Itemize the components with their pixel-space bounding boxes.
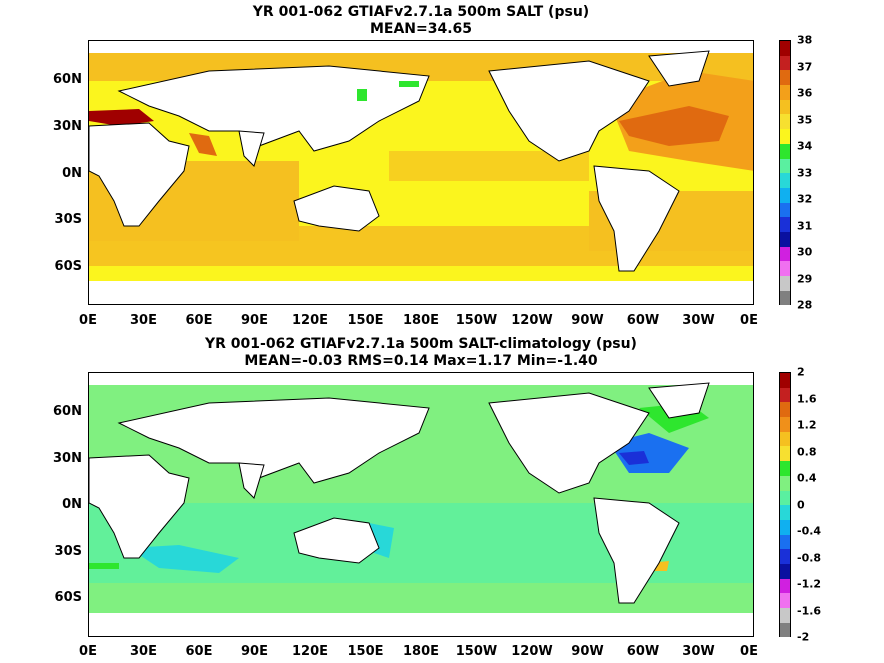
- bottom-lat-30n: 30N: [53, 451, 82, 466]
- bottom-lon-label: 150E: [347, 644, 384, 659]
- top-lon-label: 30W: [682, 313, 715, 328]
- top-cbar-label: 31: [797, 219, 813, 232]
- top-cbar-label: 33: [797, 166, 813, 179]
- top-cbar-label: 38: [797, 33, 813, 47]
- bottom-cbar-label: -1.2: [797, 577, 822, 591]
- top-lon-label: 30E: [130, 313, 157, 328]
- top-lon-label: 0E: [79, 313, 97, 328]
- bottom-lon-label: 0E: [79, 644, 97, 659]
- bottom-lon-label: 0E: [740, 644, 758, 659]
- bottom-cbar-label: 1.6: [797, 392, 817, 405]
- bottom-title-line1: YR 001-062 GTIAFv2.7.1a 500m SALT-climat…: [205, 336, 637, 352]
- bottom-lon-label: 30E: [130, 644, 157, 659]
- top-title-line2: MEAN=34.65: [369, 21, 473, 37]
- top-lon-label: 150E: [347, 313, 384, 328]
- top-lat-0n: 0N: [62, 166, 82, 181]
- bottom-cbar-label: 2: [797, 365, 805, 379]
- top-lon-label: 120E: [291, 313, 329, 328]
- top-cbar-label: 29: [797, 272, 813, 285]
- top-lon-label: 90E: [241, 313, 268, 328]
- bottom-lon-label: 120W: [511, 644, 553, 659]
- top-cbar-label: 37: [797, 60, 813, 73]
- bottom-lat-30s: 30S: [54, 544, 82, 559]
- top-lon-label: 150W: [455, 313, 498, 328]
- bottom-lat-60n: 60N: [53, 404, 82, 419]
- top-lat-60s: 60S: [54, 259, 82, 274]
- bottom-anomaly-map: [88, 372, 754, 637]
- bottom-cbar-label: 0.4: [797, 471, 817, 485]
- bottom-cbar-label: -0.4: [797, 524, 822, 538]
- top-lon-label: 60E: [185, 313, 213, 328]
- top-lat-30n: 30N: [53, 119, 82, 134]
- top-cbar-label: 28: [797, 298, 813, 312]
- top-cbar-label: 34: [797, 139, 813, 153]
- top-lon-label: 180E: [402, 313, 440, 328]
- bottom-cbar-label: -1.6: [797, 604, 822, 617]
- bottom-lon-label: 60W: [626, 644, 660, 659]
- top-cbar-label: 32: [797, 192, 813, 206]
- top-lon-label: 90W: [571, 313, 604, 328]
- bottom-lon-label: 30W: [682, 644, 715, 659]
- bottom-lon-label: 90E: [241, 644, 268, 659]
- top-lat-30s: 30S: [54, 212, 82, 227]
- bottom-lon-label: 120E: [291, 644, 329, 659]
- top-cbar-label: 36: [797, 86, 813, 100]
- top-lat-60n: 60N: [53, 72, 82, 87]
- bottom-lon-label: 150W: [455, 644, 498, 659]
- bottom-cbar-label: -0.8: [797, 551, 822, 564]
- bottom-lon-label: 60E: [185, 644, 213, 659]
- top-lon-label: 120W: [511, 313, 553, 328]
- bottom-title-line2: MEAN=-0.03 RMS=0.14 Max=1.17 Min=-1.40: [244, 353, 598, 369]
- top-lon-label: 0E: [740, 313, 758, 328]
- bottom-colorbar: [779, 372, 791, 638]
- bottom-cbar-label: -2: [797, 630, 810, 644]
- bottom-cbar-label: 0.8: [797, 445, 817, 458]
- top-cbar-label: 35: [797, 113, 813, 126]
- bottom-lon-label: 180E: [402, 644, 440, 659]
- top-lon-label: 60W: [626, 313, 660, 328]
- bottom-lat-60s: 60S: [54, 590, 82, 605]
- bottom-cbar-label: 1.2: [797, 418, 817, 432]
- bottom-cbar-label: 0: [797, 498, 805, 511]
- top-salinity-map: [88, 40, 754, 305]
- top-colorbar: [779, 40, 791, 306]
- top-cbar-label: 30: [797, 245, 813, 259]
- bottom-lon-label: 90W: [571, 644, 604, 659]
- bottom-lat-0n: 0N: [62, 497, 82, 512]
- top-title-line1: YR 001-062 GTIAFv2.7.1a 500m SALT (psu): [252, 4, 590, 20]
